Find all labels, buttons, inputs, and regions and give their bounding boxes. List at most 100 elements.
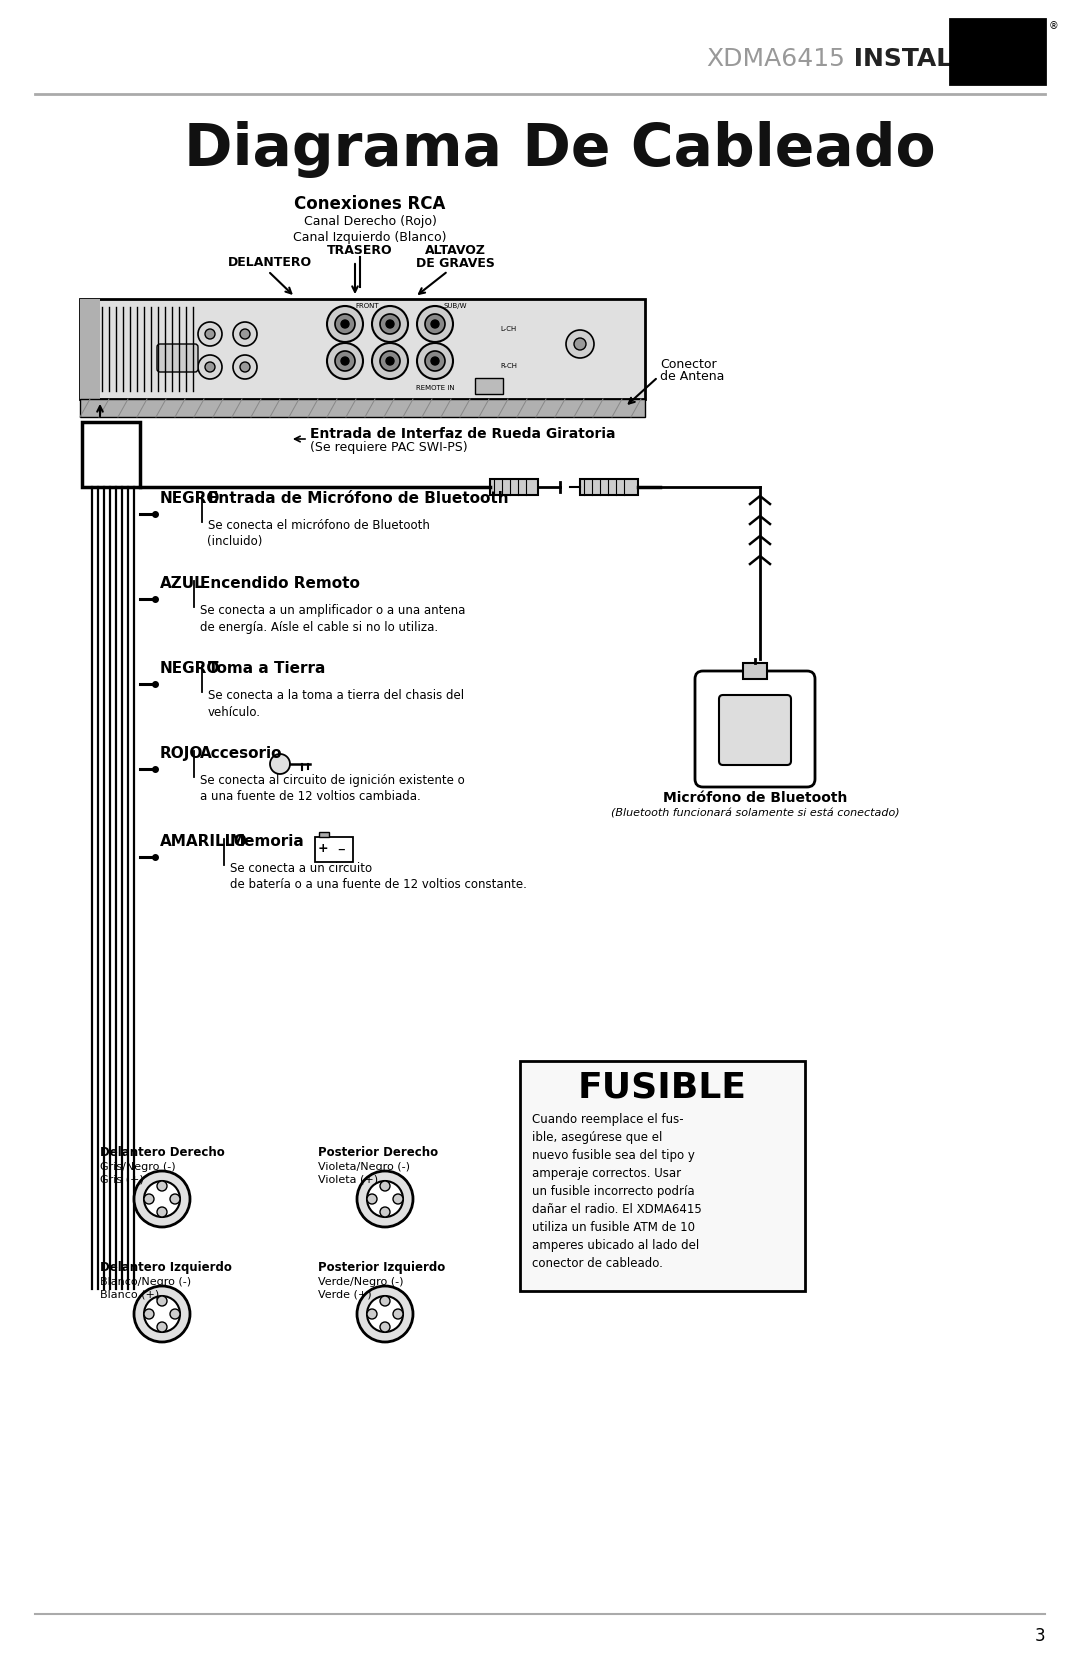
Text: L-CH: L-CH (500, 325, 516, 332)
Circle shape (573, 339, 586, 350)
Circle shape (157, 1207, 167, 1217)
Text: Se conecta a un circuito
de batería o a una fuente de 12 voltios constante.: Se conecta a un circuito de batería o a … (230, 861, 527, 891)
Circle shape (417, 344, 453, 379)
Text: Delantero Izquierdo: Delantero Izquierdo (100, 1262, 232, 1273)
Circle shape (380, 1207, 390, 1217)
FancyBboxPatch shape (950, 18, 1045, 83)
Text: +: + (318, 843, 328, 856)
Circle shape (144, 1308, 154, 1319)
Text: Entrada de Micrófono de Bluetooth: Entrada de Micrófono de Bluetooth (207, 491, 508, 506)
Circle shape (233, 322, 257, 345)
Circle shape (566, 330, 594, 357)
Circle shape (431, 320, 438, 329)
Circle shape (341, 320, 349, 329)
Circle shape (341, 357, 349, 366)
Text: Memoria: Memoria (230, 834, 305, 850)
Circle shape (205, 329, 215, 339)
Circle shape (380, 1182, 390, 1192)
Text: NEGRO: NEGRO (160, 661, 220, 676)
Circle shape (170, 1308, 180, 1319)
Bar (80, 299, 645, 399)
Circle shape (393, 1308, 403, 1319)
Circle shape (372, 344, 408, 379)
Text: ALTAVOZ: ALTAVOZ (424, 244, 486, 257)
Text: Diagrama De Cableado: Diagrama De Cableado (185, 120, 935, 177)
Circle shape (431, 357, 438, 366)
Circle shape (380, 350, 400, 371)
Text: 3: 3 (1035, 1627, 1045, 1646)
Bar (319, 833, 329, 836)
Text: NEGRO: NEGRO (160, 491, 220, 506)
Text: Encendido Remoto: Encendido Remoto (200, 576, 360, 591)
Circle shape (198, 322, 222, 345)
Text: REMOTE IN: REMOTE IN (416, 386, 455, 391)
Text: (Bluetooth funcionará solamente si está conectado): (Bluetooth funcionará solamente si está … (610, 809, 900, 819)
Circle shape (380, 1297, 390, 1307)
Text: XDMA6415: XDMA6415 (706, 47, 845, 72)
Text: DE GRAVES: DE GRAVES (416, 257, 495, 270)
Circle shape (367, 1308, 377, 1319)
Text: Se conecta el micrófono de Bluetooth
(incluido): Se conecta el micrófono de Bluetooth (in… (207, 519, 430, 549)
FancyBboxPatch shape (157, 344, 198, 372)
FancyBboxPatch shape (696, 671, 815, 788)
Text: Cuando reemplace el fus-
ible, asegúrese que el
nuevo fusible sea del tipo y
amp: Cuando reemplace el fus- ible, asegúrese… (532, 1113, 702, 1270)
Circle shape (134, 1172, 190, 1227)
Bar (475, 377, 503, 394)
Text: Posterior Derecho: Posterior Derecho (318, 1147, 438, 1158)
Text: SUB/W: SUB/W (443, 304, 467, 309)
Circle shape (240, 362, 249, 372)
Text: Posterior Izquierdo: Posterior Izquierdo (318, 1262, 445, 1273)
Circle shape (233, 355, 257, 379)
Circle shape (357, 1287, 413, 1342)
Circle shape (386, 320, 394, 329)
Bar (519, 1061, 805, 1292)
Text: Blanco/Negro (-)
Blanco (+): Blanco/Negro (-) Blanco (+) (100, 1277, 191, 1300)
Text: ®: ® (1049, 22, 1058, 32)
Circle shape (417, 305, 453, 342)
Text: Micrófono de Bluetooth: Micrófono de Bluetooth (663, 791, 847, 804)
Text: (Se requiere PAC SWI-PS): (Se requiere PAC SWI-PS) (310, 441, 468, 454)
Text: AZUL: AZUL (160, 576, 205, 591)
Circle shape (144, 1193, 154, 1203)
Circle shape (335, 350, 355, 371)
Text: FUSIBLE: FUSIBLE (578, 1071, 747, 1105)
Text: Gris/Negro (-)
Gris (+): Gris/Negro (-) Gris (+) (100, 1162, 176, 1185)
Text: Conexiones RCA: Conexiones RCA (295, 195, 446, 214)
Circle shape (157, 1322, 167, 1332)
Circle shape (380, 314, 400, 334)
Text: Conector: Conector (660, 357, 717, 371)
Text: R-CH: R-CH (500, 362, 517, 369)
Circle shape (198, 355, 222, 379)
Circle shape (327, 344, 363, 379)
Text: ROJO: ROJO (160, 746, 203, 761)
Circle shape (372, 305, 408, 342)
Circle shape (270, 754, 291, 774)
Circle shape (357, 1172, 413, 1227)
Circle shape (327, 305, 363, 342)
Bar (80, 399, 645, 417)
Circle shape (134, 1287, 190, 1342)
Text: Canal Izquierdo (Blanco): Canal Izquierdo (Blanco) (294, 230, 447, 244)
Circle shape (426, 314, 445, 334)
Circle shape (335, 314, 355, 334)
Circle shape (380, 1322, 390, 1332)
Text: DELANTERO: DELANTERO (228, 255, 312, 269)
Circle shape (144, 1182, 180, 1217)
Text: Se conecta a un amplificador o a una antena
de energía. Aísle el cable si no lo : Se conecta a un amplificador o a una ant… (200, 604, 465, 634)
Bar (580, 479, 638, 496)
Text: TRASERO: TRASERO (327, 244, 393, 257)
Bar (80, 299, 100, 399)
Text: Verde/Negro (-)
Verde (+): Verde/Negro (-) Verde (+) (318, 1277, 404, 1300)
Text: –: – (337, 841, 345, 856)
FancyBboxPatch shape (719, 694, 791, 764)
Circle shape (170, 1193, 180, 1203)
Circle shape (144, 1297, 180, 1332)
Circle shape (426, 350, 445, 371)
Text: Se conecta a la toma a tierra del chasis del
vehículo.: Se conecta a la toma a tierra del chasis… (207, 689, 463, 718)
Circle shape (386, 357, 394, 366)
Text: Canal Derecho (Rojo): Canal Derecho (Rojo) (303, 215, 436, 229)
Text: Accesorio: Accesorio (200, 746, 283, 761)
Text: FRONT: FRONT (355, 304, 379, 309)
Bar (490, 479, 538, 496)
Circle shape (367, 1182, 403, 1217)
